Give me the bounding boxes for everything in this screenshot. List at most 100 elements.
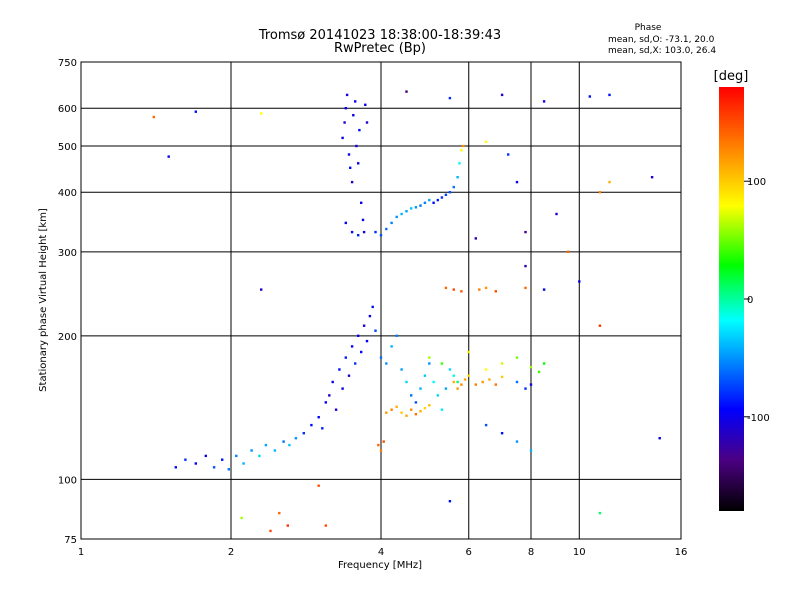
scatter-point [515,440,519,443]
scatter-point [440,196,444,199]
scatter-point [317,484,320,487]
scatter-point [529,449,533,452]
scatter-point [260,288,263,291]
scatter-point [588,95,591,98]
x-tick-label: 10 [573,547,586,558]
x-tick-label: 6 [466,547,472,558]
scatter-point [444,286,448,290]
scatter-point [658,437,661,440]
scatter-point [500,362,504,365]
plot-axes: 1 2 4 6 8 10 16 75 100 200 300 400 500 600 750 [58,58,687,558]
scatter-point [294,437,298,440]
scatter-point [395,334,398,337]
scatter-point [428,362,431,365]
scatter-point [484,286,488,290]
scatter-point [515,356,519,359]
scatter-point [250,449,253,452]
scatter-point [324,401,327,404]
scatter-point [184,458,187,461]
scatter-point [288,443,291,447]
scatter-point [436,394,439,397]
scatter-point [365,339,369,343]
scatter-point [481,380,484,384]
scatter-point [452,185,455,189]
scatter-point [500,432,504,435]
scatter-point [321,427,324,430]
scatter-point [448,191,452,194]
scatter-point [379,234,383,237]
scatter-point [478,288,481,291]
scatter-point [240,516,243,520]
scatter-point [385,411,388,414]
scatter-point [419,387,422,390]
scatter-point [456,380,459,384]
scatter-point [379,449,383,452]
y-axis-label: Stationary phase Virtual Height [km] [38,208,49,392]
scatter-point [379,356,383,359]
scatter-point [364,103,367,106]
scatter-point [452,288,455,291]
scatter-point [360,201,363,204]
scatter-point [194,110,197,113]
scatter-point [507,153,510,156]
scatter-point [343,121,346,124]
scatter-point [371,305,374,309]
scatter-point [355,144,358,148]
scatter-point [400,212,403,216]
scatter-point [405,380,408,384]
y-tick-label: 200 [58,332,77,343]
scatter-point [456,176,459,179]
y-tick-label: 750 [58,58,77,69]
scatter-point [374,230,377,234]
colorbar [719,87,744,511]
scatter-point [344,356,347,359]
scatter-point [598,511,602,515]
scatter-point [362,324,366,327]
scatter-point [484,423,488,427]
scatter-point [474,237,477,240]
scatter-point [350,180,354,184]
colorbar-tick-label: 0 [747,295,753,306]
scatter-point [524,387,527,390]
scatter-point [448,500,452,503]
y-tick-label: 500 [58,142,77,153]
scatter-point [598,324,602,327]
scatter-point [352,114,355,117]
scatter-point [419,204,422,207]
scatter-point [358,128,361,132]
stats-line-x: mean, sd,X: 103.0, 26.4 [608,46,716,56]
scatter-point [338,368,341,371]
scatter-point [390,221,393,225]
plot-grid [81,62,681,539]
scatter-point [494,383,497,386]
scatter-point [377,443,380,447]
scatter-point [152,115,155,119]
scatter-point [484,368,488,371]
colorbar-label: [deg] [714,69,749,84]
x-axis-label: Frequency [MHz] [338,560,422,571]
scatter-point [555,212,558,216]
scatter-point [524,230,527,234]
scatter-point [302,432,305,435]
scatter-point [456,387,459,390]
scatter-point [542,362,546,365]
scatter-point [395,215,398,219]
scatter-point [529,365,533,369]
scatter-point [328,394,331,397]
scatter-point [608,93,611,97]
scatter-point [357,234,360,237]
scatter-point [423,201,427,204]
scatter-point [334,408,338,411]
scatter-point [578,280,581,283]
scatter-point [405,414,408,417]
scatter-point [515,180,519,184]
scatter-point [344,107,347,110]
scatter-point [324,524,327,527]
chart-subtitle: RwPretec (Bp) [334,41,426,56]
scatter-point [282,440,285,443]
scatter-point [374,329,377,332]
y-tick-label: 100 [58,475,77,486]
stats-line-o: mean, sd,O: -73.1, 20.0 [608,35,715,45]
scatter-point [385,227,388,231]
